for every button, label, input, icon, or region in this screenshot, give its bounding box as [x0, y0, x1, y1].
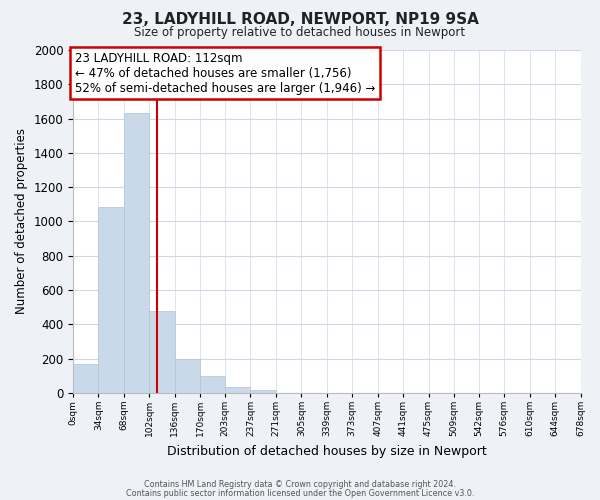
- Bar: [225, 387, 250, 393]
- Bar: [175, 358, 200, 393]
- Bar: [149, 310, 175, 393]
- Bar: [200, 376, 225, 393]
- Text: Contains HM Land Registry data © Crown copyright and database right 2024.: Contains HM Land Registry data © Crown c…: [144, 480, 456, 489]
- Text: Contains public sector information licensed under the Open Government Licence v3: Contains public sector information licen…: [126, 488, 474, 498]
- Bar: [98, 207, 124, 393]
- Y-axis label: Number of detached properties: Number of detached properties: [15, 128, 28, 314]
- Text: Size of property relative to detached houses in Newport: Size of property relative to detached ho…: [134, 26, 466, 39]
- Text: 23, LADYHILL ROAD, NEWPORT, NP19 9SA: 23, LADYHILL ROAD, NEWPORT, NP19 9SA: [122, 12, 478, 28]
- Text: 23 LADYHILL ROAD: 112sqm
← 47% of detached houses are smaller (1,756)
52% of sem: 23 LADYHILL ROAD: 112sqm ← 47% of detach…: [74, 52, 375, 94]
- Bar: [73, 364, 98, 393]
- Bar: [250, 390, 276, 393]
- Bar: [124, 112, 149, 393]
- X-axis label: Distribution of detached houses by size in Newport: Distribution of detached houses by size …: [167, 444, 487, 458]
